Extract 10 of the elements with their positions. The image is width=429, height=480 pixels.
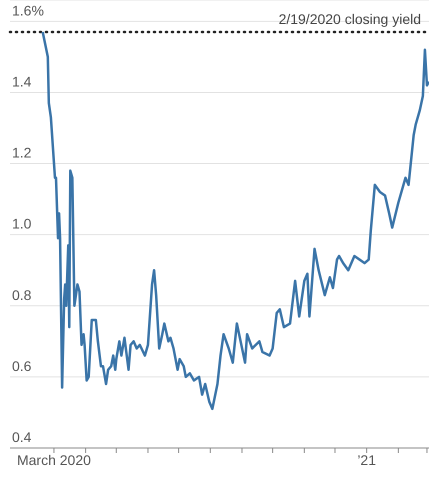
y-tick-label: 0.8	[12, 286, 32, 303]
y-tick-label: 1.4	[12, 73, 32, 90]
y-tick-label: 0.6	[12, 358, 32, 374]
x-tick-label: March 2020	[16, 452, 92, 468]
y-tick-label: 0.4	[12, 429, 32, 445]
y-tick-label: 1.2	[12, 144, 32, 161]
y-tick-label: 1.6%	[12, 2, 44, 18]
ref-line-label: 2/19/2020 closing yield	[278, 11, 421, 27]
y-tick-label: 1.0	[12, 216, 32, 232]
x-tick-label: ’21	[357, 452, 376, 468]
